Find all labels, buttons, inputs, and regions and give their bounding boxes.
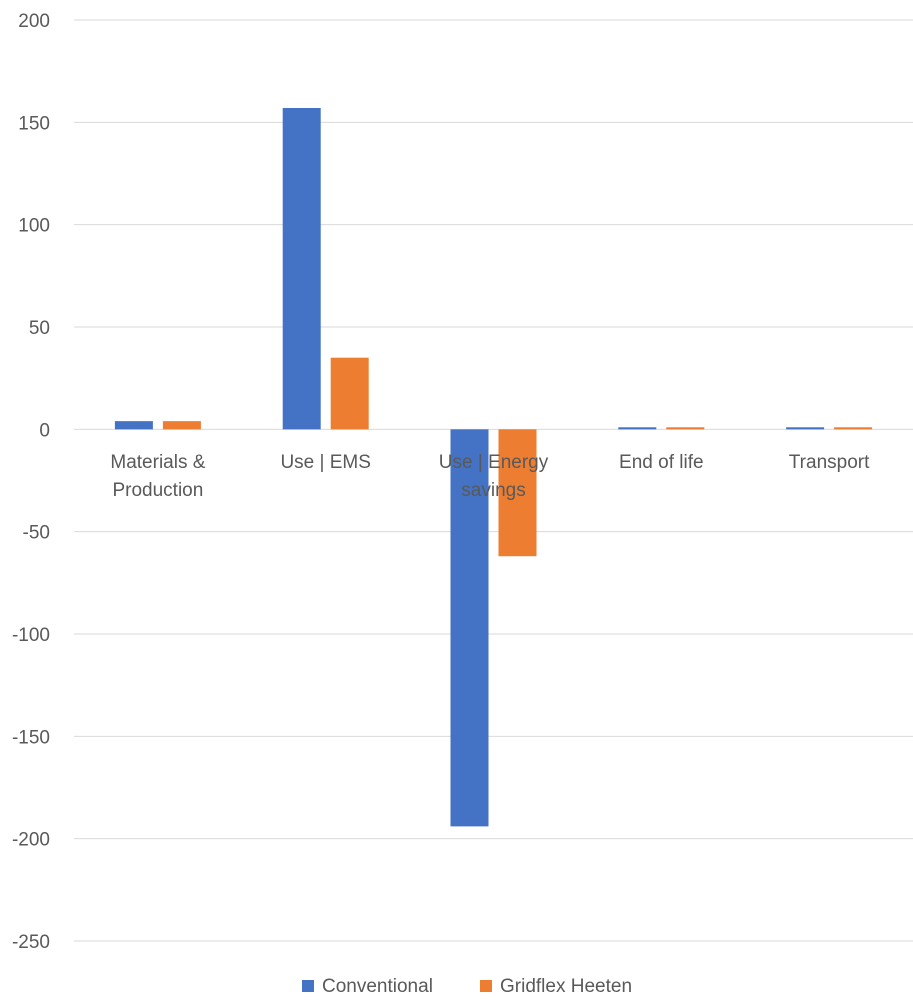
y-tick-label: -200 <box>12 830 50 851</box>
bar-conventional <box>786 427 825 430</box>
bar-gridflex-heeten <box>162 421 201 430</box>
bar-gridflex-heeten <box>834 427 873 430</box>
y-tick-label: -150 <box>12 727 50 748</box>
bar-conventional <box>450 429 489 827</box>
x-category-label: End of life <box>619 452 704 473</box>
legend-label: Gridflex Heeten <box>500 976 632 997</box>
x-category-label-line: Use | EMS <box>280 452 370 473</box>
x-category-label-line: Materials & <box>110 452 205 473</box>
x-category-label-line: Transport <box>789 452 870 473</box>
y-tick-label: -250 <box>12 932 50 953</box>
x-category-label-line: savings <box>461 480 525 501</box>
bar-gridflex-heeten <box>330 357 369 430</box>
x-category-label: Materials & Production <box>110 452 205 501</box>
x-category-label-line: Production <box>112 480 203 501</box>
y-tick-label: -50 <box>23 523 50 544</box>
bar-conventional <box>114 421 153 430</box>
y-axis-ticks: 200 150 100 50 0 -50 -100 -150 -200 -250 <box>12 11 50 953</box>
y-tick-label: 200 <box>18 11 50 32</box>
bars <box>114 108 873 827</box>
x-category-label-line: Use | Energy <box>439 452 549 473</box>
bar-conventional <box>282 108 321 430</box>
y-tick-label: 150 <box>18 113 50 134</box>
y-tick-label: -100 <box>12 625 50 646</box>
bar-gridflex-heeten <box>666 427 705 430</box>
x-axis-categories: Materials & Production Use | EMS Use | Ener… <box>110 452 870 501</box>
gridlines <box>74 19 913 942</box>
bar-conventional <box>618 427 657 430</box>
x-category-label: Use | Energy savings <box>439 452 549 501</box>
legend-swatch <box>480 980 492 992</box>
legend: Conventional Gridflex Heeten <box>302 976 632 997</box>
x-category-label-line: End of life <box>619 452 704 473</box>
legend-label: Conventional <box>322 976 433 997</box>
y-tick-label: 50 <box>29 318 50 339</box>
y-tick-label: 100 <box>18 216 50 237</box>
y-tick-label: 0 <box>39 420 50 441</box>
legend-swatch <box>302 980 314 992</box>
x-category-label: Use | EMS <box>280 452 370 473</box>
bar-gridflex-heeten <box>498 429 537 557</box>
x-category-label: Transport <box>789 452 870 473</box>
